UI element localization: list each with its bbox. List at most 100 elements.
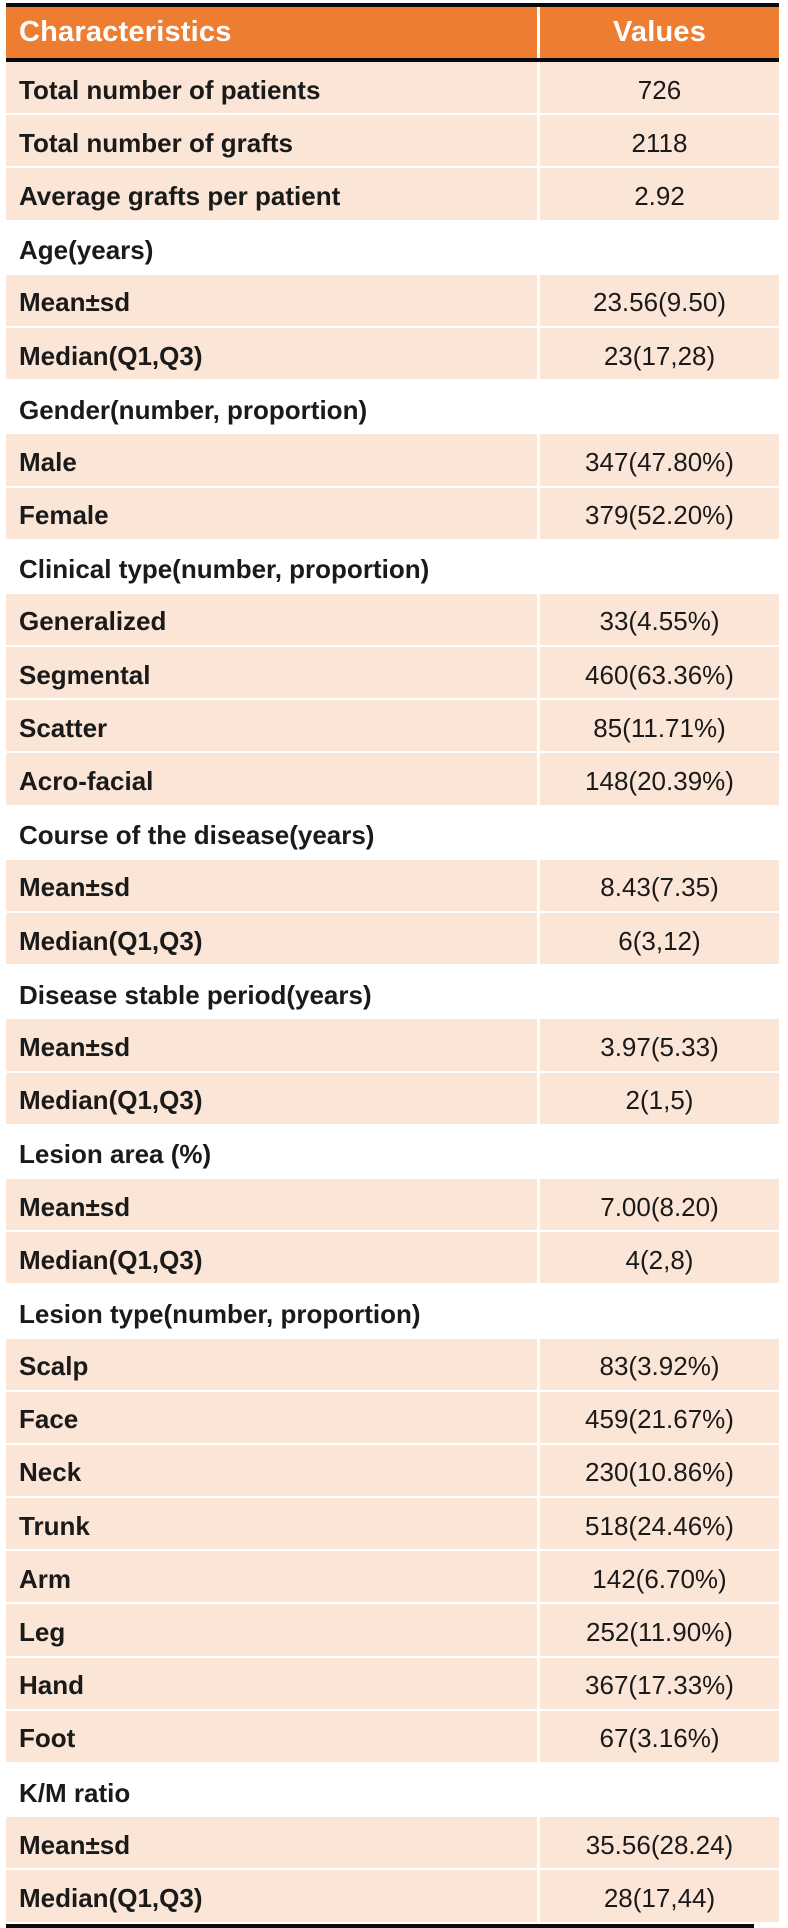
- table-row: Scalp 83(3.92%): [6, 1338, 779, 1392]
- row-label: Age(years): [19, 235, 154, 266]
- section-row: Lesion type(number, proportion): [6, 1285, 779, 1339]
- row-label: Median(Q1,Q3): [19, 1244, 203, 1275]
- row-label: Course of the disease(years): [19, 820, 375, 851]
- row-value: 2118: [537, 115, 779, 167]
- row-label: Mean±sd: [19, 287, 131, 318]
- table-row: Male 347(47.80%): [6, 434, 779, 488]
- section-row: Disease stable period(years): [6, 966, 779, 1020]
- table-row: Face 459(21.67%): [6, 1391, 779, 1445]
- characteristics-table: Characteristics Values Total number of p…: [6, 3, 779, 1928]
- row-label: Median(Q1,Q3): [19, 1085, 203, 1116]
- table-row: Total number of patients 726: [6, 62, 779, 116]
- row-label: Median(Q1,Q3): [19, 340, 203, 371]
- table-row: Generalized 33(4.55%): [6, 593, 779, 648]
- row-label: Segmental: [19, 659, 151, 690]
- row-value: 4(2,8): [537, 1232, 779, 1284]
- row-value: 518(24.46%): [537, 1498, 779, 1550]
- section-row: Course of the disease(years): [6, 806, 779, 860]
- row-label: Hand: [19, 1670, 84, 1701]
- table-row: Foot 67(3.16%): [6, 1710, 779, 1764]
- row-value: 33(4.55%): [537, 593, 779, 646]
- table-row: Median(Q1,Q3) 28(17,44): [6, 1870, 779, 1924]
- row-label: Median(Q1,Q3): [19, 1882, 203, 1913]
- row-value: 23.56(9.50): [537, 274, 779, 326]
- table-row: Mean±sd 7.00(8.20): [6, 1178, 779, 1233]
- row-label: Disease stable period(years): [19, 979, 372, 1010]
- row-value: 7.00(8.20): [537, 1178, 779, 1231]
- row-label: Neck: [19, 1457, 82, 1488]
- table-header-row: Characteristics Values: [6, 3, 779, 62]
- table-row: Median(Q1,Q3) 23(17,28): [6, 327, 779, 382]
- table-row: Total number of grafts 2118: [6, 115, 779, 169]
- row-value: 379(52.20%): [537, 487, 779, 539]
- row-value: 35.56(28.24): [537, 1817, 779, 1869]
- table-body: Total number of patients 726 Total number …: [6, 62, 779, 1924]
- section-row: Clinical type(number, proportion): [6, 540, 779, 594]
- row-value: 28(17,44): [537, 1870, 779, 1922]
- table-bottom-border: [6, 1923, 754, 1928]
- table-row: Trunk 518(24.46%): [6, 1498, 779, 1552]
- row-value: 230(10.86%): [537, 1444, 779, 1497]
- row-value: 2.92: [537, 168, 779, 220]
- row-value: 347(47.80%): [537, 434, 779, 486]
- section-row: Lesion area (%): [6, 1125, 779, 1179]
- table-row: Scatter 85(11.71%): [6, 700, 779, 754]
- row-value: 3.97(5.33): [537, 1019, 779, 1071]
- column-header-characteristics: Characteristics: [19, 16, 232, 48]
- row-label: Mean±sd: [19, 1829, 131, 1860]
- row-value: 726: [537, 62, 779, 114]
- row-value: 85(11.71%): [537, 700, 779, 752]
- table-row: Median(Q1,Q3) 2(1,5): [6, 1072, 779, 1126]
- table-row: Leg 252(11.90%): [6, 1604, 779, 1658]
- row-value: 459(21.67%): [537, 1391, 779, 1443]
- section-row: K/M ratio: [6, 1764, 779, 1818]
- row-label: Mean±sd: [19, 872, 131, 903]
- row-label: Lesion area (%): [19, 1139, 212, 1170]
- row-label: Average grafts per patient: [19, 180, 341, 211]
- row-label: Gender(number, proportion): [19, 394, 368, 425]
- table-row: Acro-facial 148(20.39%): [6, 753, 779, 807]
- table-row: Neck 230(10.86%): [6, 1444, 779, 1499]
- table-row: Median(Q1,Q3) 4(2,8): [6, 1232, 779, 1286]
- row-label: Median(Q1,Q3): [19, 925, 203, 956]
- row-label: Arm: [19, 1563, 72, 1594]
- row-label: Leg: [19, 1617, 66, 1648]
- row-label: Generalized: [19, 606, 167, 637]
- table-row: Segmental 460(63.36%): [6, 647, 779, 701]
- table-row: Median(Q1,Q3) 6(3,12): [6, 913, 779, 967]
- row-label: K/M ratio: [19, 1777, 131, 1808]
- row-value: 148(20.39%): [537, 753, 779, 805]
- row-value: 23(17,28): [537, 327, 779, 380]
- row-label: Mean±sd: [19, 1031, 131, 1062]
- section-row: Gender(number, proportion): [6, 381, 779, 435]
- row-value: 252(11.90%): [537, 1604, 779, 1656]
- table-row: Mean±sd 3.97(5.33): [6, 1019, 779, 1073]
- row-value: 2(1,5): [537, 1072, 779, 1124]
- row-value: 367(17.33%): [537, 1657, 779, 1709]
- row-label: Face: [19, 1404, 79, 1435]
- table-row: Mean±sd 23.56(9.50): [6, 274, 779, 328]
- row-value: 83(3.92%): [537, 1338, 779, 1390]
- row-value: 460(63.36%): [537, 647, 779, 699]
- row-label: Total number of grafts: [19, 127, 293, 158]
- row-label: Scalp: [19, 1351, 89, 1382]
- row-value: 67(3.16%): [537, 1710, 779, 1762]
- row-label: Mean±sd: [19, 1191, 131, 1222]
- row-label: Female: [19, 500, 109, 531]
- row-label: Trunk: [19, 1510, 90, 1541]
- section-row: Age(years): [6, 221, 779, 275]
- row-value: 8.43(7.35): [537, 859, 779, 911]
- row-value: 142(6.70%): [537, 1551, 779, 1603]
- table-row: Mean±sd 35.56(28.24): [6, 1817, 779, 1871]
- table-row: Female 379(52.20%): [6, 487, 779, 541]
- row-label: Male: [19, 446, 77, 477]
- table-row: Arm 142(6.70%): [6, 1551, 779, 1605]
- row-label: Total number of patients: [19, 74, 321, 105]
- row-label: Scatter: [19, 712, 108, 743]
- table-row: Average grafts per patient 2.92: [6, 168, 779, 222]
- row-label: Lesion type(number, proportion): [19, 1298, 421, 1329]
- row-label: Clinical type(number, proportion): [19, 554, 430, 585]
- row-label: Acro-facial: [19, 766, 154, 797]
- row-value: 6(3,12): [537, 913, 779, 965]
- table-row: Hand 367(17.33%): [6, 1657, 779, 1711]
